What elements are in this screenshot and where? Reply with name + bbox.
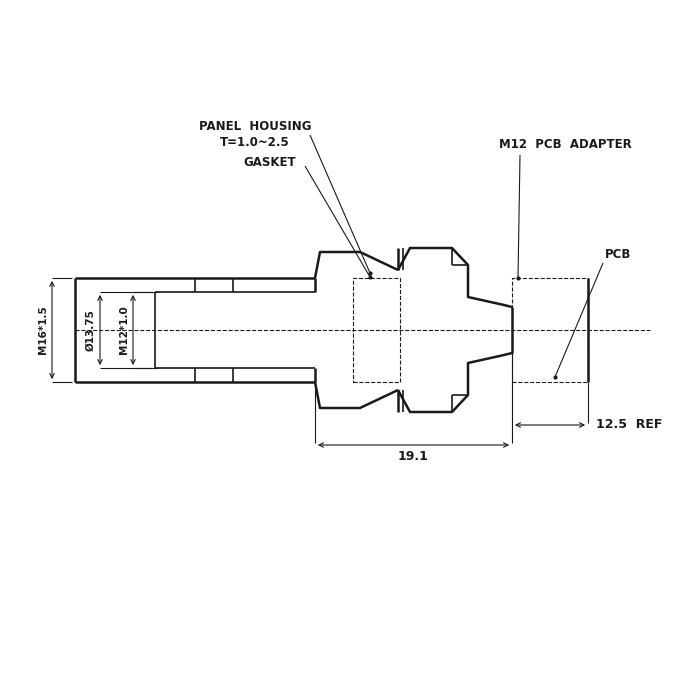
Text: GASKET: GASKET [244,157,296,169]
Text: T=1.0~2.5: T=1.0~2.5 [220,136,290,150]
Text: 19.1: 19.1 [398,451,428,463]
Text: PCB: PCB [605,248,631,262]
Text: PANEL  HOUSING: PANEL HOUSING [199,120,312,134]
Text: 12.5  REF: 12.5 REF [596,419,662,431]
Text: M12  PCB  ADAPTER: M12 PCB ADAPTER [498,139,631,151]
Text: M16*1.5: M16*1.5 [38,306,48,354]
Bar [512,278,588,382]
Text: Ø13.75: Ø13.75 [86,309,96,351]
Bar [353,278,400,382]
Text: M12*1.0: M12*1.0 [119,306,129,354]
